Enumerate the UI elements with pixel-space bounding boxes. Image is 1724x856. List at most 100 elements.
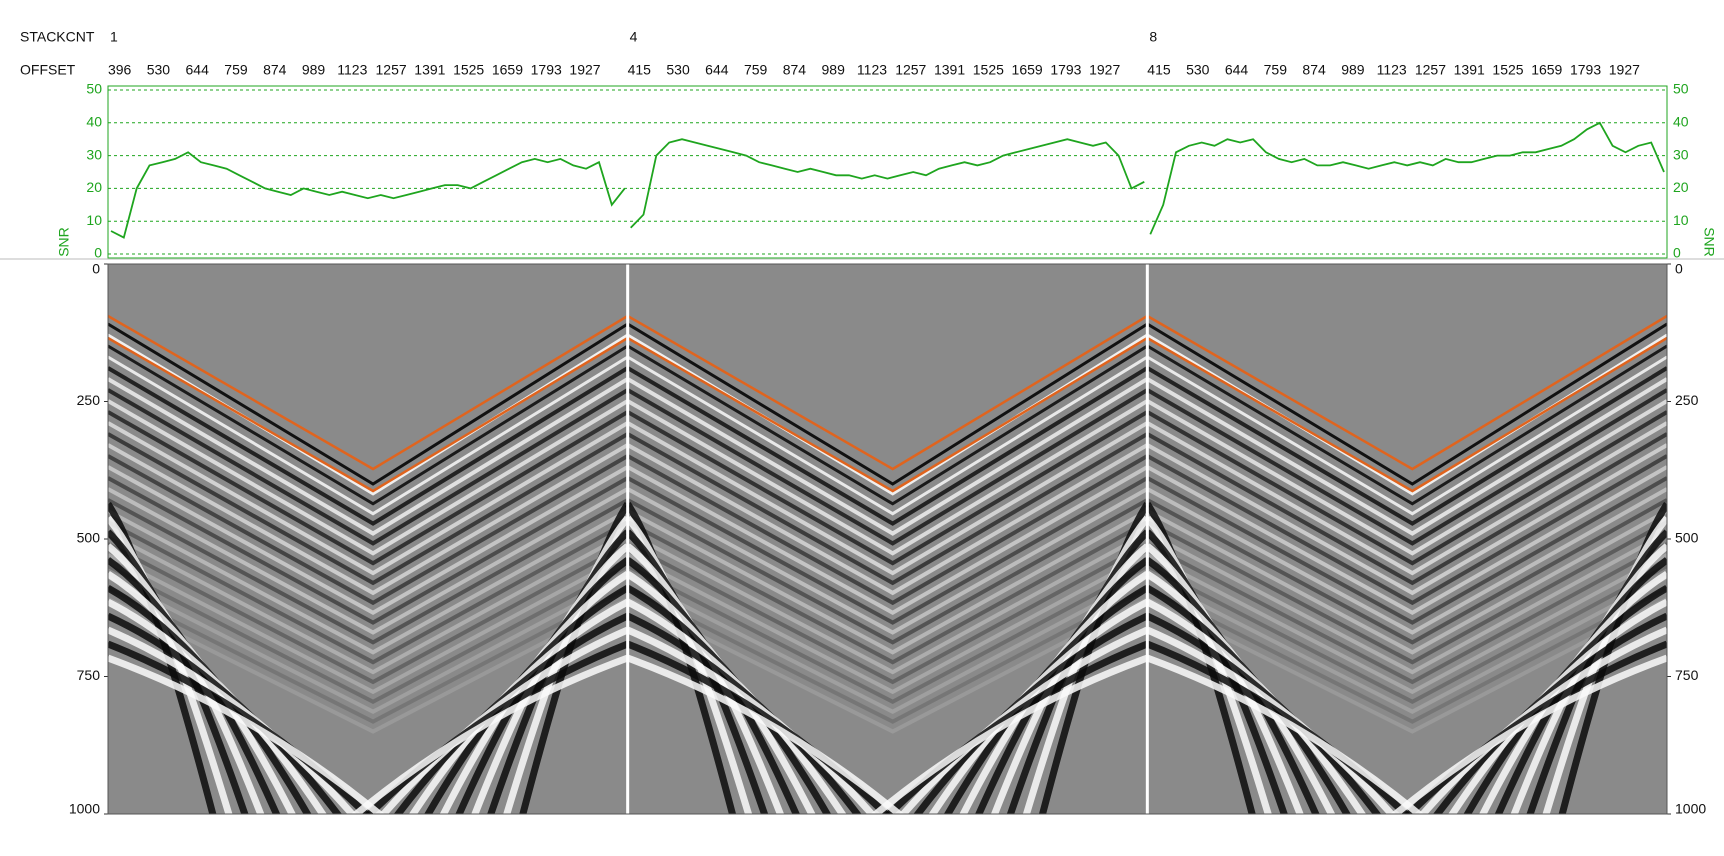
time-tick-label-right: 500: [1675, 530, 1699, 546]
reflector: [626, 553, 1149, 695]
reflector: [1146, 487, 1667, 635]
reflector: [1146, 465, 1667, 615]
reflector: [626, 586, 1149, 724]
offset-label: 759: [1264, 62, 1288, 78]
reflector: [108, 410, 629, 566]
reflector: [108, 454, 629, 606]
reflector: [108, 366, 629, 526]
stackcnt-label: STACKCNT: [20, 29, 95, 45]
time-tick-label-right: 1000: [1675, 801, 1706, 817]
offset-label: 1391: [1454, 62, 1485, 78]
reflector: [626, 355, 1149, 516]
stackcnt-value: 8: [1149, 29, 1157, 45]
offset-label: 989: [1341, 62, 1365, 78]
snr-tick-label: 30: [86, 146, 102, 162]
stackcnt-value: 4: [630, 29, 638, 45]
reflector: [1146, 542, 1667, 685]
time-tick-label: 250: [77, 392, 101, 408]
reflector: [108, 553, 629, 695]
seismic-frame: [107, 263, 1668, 815]
offset-label: 1123: [1377, 62, 1407, 78]
edge-arc-left: [626, 640, 891, 814]
reflector: [626, 377, 1149, 536]
snr-tick-label-right: 20: [1673, 179, 1689, 195]
snr-line: [110, 151, 626, 239]
reflector: [1146, 498, 1667, 645]
reflector: [626, 542, 1149, 685]
reflector: [108, 575, 629, 714]
offset-label: 1525: [973, 62, 1004, 78]
snr-tick-label-right: 30: [1673, 146, 1689, 162]
edge-arc-right: [350, 654, 629, 814]
time-tick-label: 750: [77, 667, 101, 683]
reflector: [626, 388, 1149, 546]
offset-label: 1659: [1531, 62, 1562, 78]
time-tick-label: 500: [77, 530, 101, 546]
reflector: [108, 509, 629, 655]
snr-frame: [107, 85, 1668, 259]
reflector: [108, 443, 629, 596]
time-tick-label: 1000: [69, 801, 100, 817]
reflector: [1146, 454, 1667, 606]
reflector: [626, 487, 1149, 635]
reflector: [108, 322, 629, 486]
reflector: [626, 465, 1149, 615]
seismic-image: [108, 264, 1667, 814]
reflector: [1146, 432, 1667, 586]
offset-label: 644: [186, 62, 210, 78]
offset-label: 1123: [337, 62, 367, 78]
snr-tick-label: 10: [86, 212, 102, 228]
reflector: [108, 487, 629, 635]
edge-arc-right: [1390, 654, 1667, 814]
offset-label: 1793: [1050, 62, 1081, 78]
pick-line: [627, 336, 1148, 493]
reflector: [626, 509, 1149, 655]
reflector: [626, 498, 1149, 645]
time-tick-label: 0: [92, 261, 100, 277]
reflector: [108, 586, 629, 724]
offset-label: 396: [108, 62, 132, 78]
reflector: [108, 344, 629, 506]
offset-label: 1659: [1012, 62, 1043, 78]
offset-label: 1659: [492, 62, 523, 78]
reflector: [1146, 355, 1667, 516]
offset-label: 1391: [934, 62, 965, 78]
stackcnt-value: 1: [110, 29, 118, 45]
snr-tick-label-right: 50: [1673, 81, 1689, 97]
reflector: [1146, 388, 1667, 546]
offset-label: 530: [147, 62, 171, 78]
snr-tick-label: 20: [86, 179, 102, 195]
edge-arc-left: [1146, 640, 1411, 814]
edge-arc-right: [364, 640, 629, 814]
time-tick-label-right: 750: [1675, 667, 1699, 683]
reflector: [1146, 509, 1667, 655]
reflector: [1146, 564, 1667, 705]
reflector: [626, 399, 1149, 556]
reflector: [626, 476, 1149, 625]
offset-label: 1927: [1089, 62, 1120, 78]
offset-label: 1257: [376, 62, 407, 78]
reflector: [626, 432, 1149, 586]
reflector: [108, 432, 629, 586]
reflector: [108, 399, 629, 556]
reflector: [108, 465, 629, 615]
reflector: [626, 520, 1149, 665]
offset-label: 1391: [414, 62, 445, 78]
reflector: [626, 443, 1149, 596]
reflector: [1146, 366, 1667, 526]
snr-axis-label-right: SNR: [1701, 227, 1717, 257]
edge-arc-right: [884, 640, 1149, 814]
reflector: [108, 520, 629, 665]
reflector: [1146, 520, 1667, 665]
offset-label: 759: [224, 62, 248, 78]
offset-label: 1525: [1492, 62, 1523, 78]
reflector: [1146, 410, 1667, 566]
reflector: [626, 410, 1149, 566]
reflector: [1146, 476, 1667, 625]
reflector: [108, 388, 629, 546]
reflector: [108, 597, 629, 734]
offset-label: 415: [628, 62, 652, 78]
reflector: [1146, 531, 1667, 675]
offset-label: 530: [1186, 62, 1210, 78]
offset-label: 415: [1147, 62, 1171, 78]
